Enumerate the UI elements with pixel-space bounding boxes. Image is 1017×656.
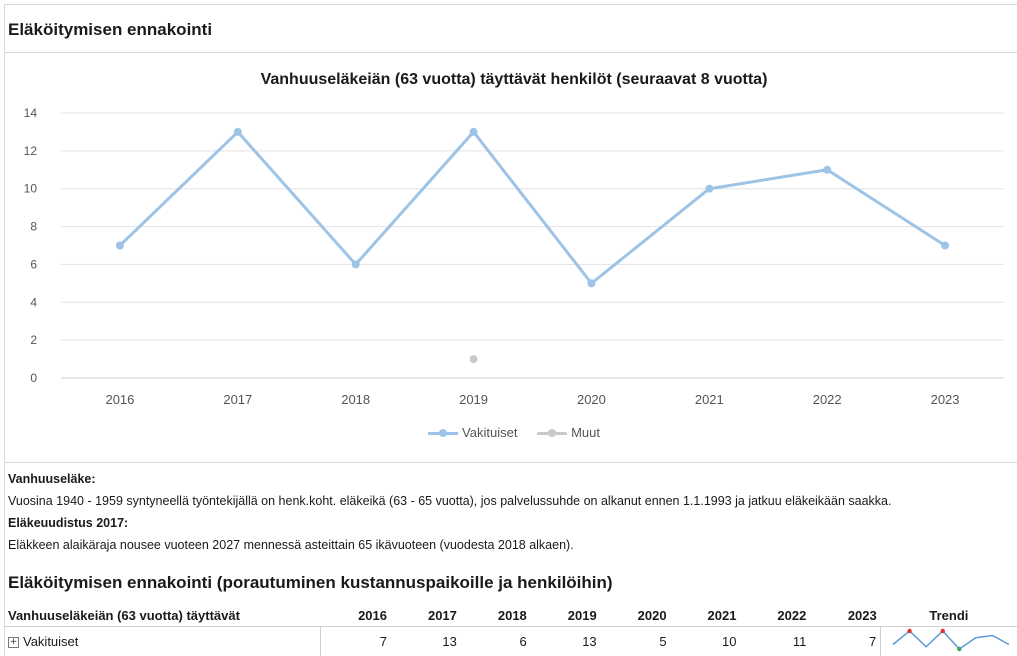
data-point-vakituiset [941,242,949,250]
sparkline-high-marker [907,629,911,633]
x-tick-label: 2017 [223,392,252,407]
table-header-label: Vanhuuseläkeiän (63 vuotta) täyttävät [4,604,321,627]
column-header-2021[interactable]: 2021 [671,604,741,627]
table-cell: 7 [321,627,391,656]
line-chart: 0 2 4 6 8 10 12 14 2016 2017 2018 2019 2020 2021 2022 2… [4,53,1017,423]
series-line-vakituiset [120,132,945,283]
y-tick-label: 6 [30,257,37,271]
table-cell: 11 [740,627,810,656]
plus-box-icon[interactable]: + [8,637,19,648]
x-tick-label: 2020 [577,392,606,407]
legend-item-muut[interactable]: Muut [537,425,600,440]
sparkline-line [893,631,1009,649]
row-label: Vakituiset [23,634,78,649]
x-tick-label: 2016 [105,392,134,407]
y-tick-label: 12 [24,144,38,158]
data-point-muut [470,355,478,363]
data-point-vakituiset [587,279,595,287]
drill-section-title: Eläköitymisen ennakointi (porautuminen k… [8,573,613,593]
x-tick-label: 2022 [813,392,842,407]
column-header-2019[interactable]: 2019 [531,604,601,627]
data-point-vakituiset [705,185,713,193]
table-header-row: Vanhuuseläkeiän (63 vuotta) täyttävät 20… [4,604,1017,627]
x-tick-label: 2023 [931,392,960,407]
y-tick-label: 8 [30,220,37,234]
note-heading-elakeuudistus: Eläkeuudistus 2017: [8,514,1008,536]
trend-sparkline-cell [881,627,1017,656]
x-tick-label: 2021 [695,392,724,407]
legend-label-vakituiset: Vakituiset [462,425,517,440]
legend-swatch-muut [537,428,567,438]
row-label-cell[interactable]: + Vakituiset [4,627,321,656]
column-header-2022[interactable]: 2022 [740,604,810,627]
chart-panel: Vanhuuseläkeiän (63 vuotta) täyttävät he… [4,53,1017,463]
column-header-2018[interactable]: 2018 [461,604,531,627]
legend-swatch-vakituiset [428,428,458,438]
y-tick-label: 0 [30,371,37,385]
data-point-vakituiset [352,260,360,268]
table-row[interactable]: + Vakituiset 7 13 6 13 5 10 11 7 [4,627,1017,656]
column-header-2017[interactable]: 2017 [391,604,461,627]
section-title: Eläköitymisen ennakointi [8,20,212,40]
notes-panel: Vanhuuseläke: Vuosina 1940 - 1959 syntyn… [8,470,1008,558]
table-cell: 13 [391,627,461,656]
y-tick-label: 2 [30,333,37,347]
data-point-vakituiset [470,128,478,136]
column-header-2020[interactable]: 2020 [601,604,671,627]
data-point-vakituiset [823,166,831,174]
x-tick-label: 2018 [341,392,370,407]
chart-legend: Vakituiset Muut [4,425,1017,441]
table-cell: 7 [810,627,880,656]
column-header-2023[interactable]: 2023 [810,604,880,627]
legend-label-muut: Muut [571,425,600,440]
note-text-vanhuuselake: Vuosina 1940 - 1959 syntyneellä työnteki… [8,492,1008,514]
data-point-vakituiset [234,128,242,136]
sparkline-low-marker [957,647,961,651]
note-heading-vanhuuselake: Vanhuuseläke: [8,470,1008,492]
note-text-elakeuudistus: Eläkkeen alaikäraja nousee vuoteen 2027 … [8,536,1008,558]
column-header-2016[interactable]: 2016 [321,604,391,627]
table-cell: 10 [671,627,741,656]
table-cell: 5 [601,627,671,656]
trend-sparkline [889,627,1013,653]
table-cell: 13 [531,627,601,656]
y-tick-label: 14 [24,106,38,120]
sparkline-high-marker [941,629,945,633]
table-cell: 6 [461,627,531,656]
drill-table: Vanhuuseläkeiän (63 vuotta) täyttävät 20… [4,604,1017,656]
data-point-vakituiset [116,242,124,250]
legend-item-vakituiset[interactable]: Vakituiset [428,425,517,440]
y-tick-label: 4 [30,295,37,309]
x-tick-label: 2019 [459,392,488,407]
y-tick-label: 10 [24,182,38,196]
column-header-trend: Trendi [881,604,1017,627]
